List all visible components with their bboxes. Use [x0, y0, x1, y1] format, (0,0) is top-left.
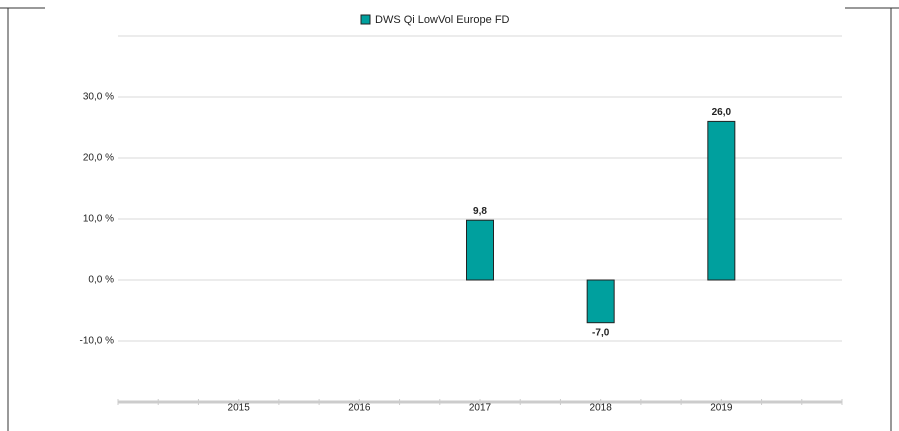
legend-swatch: [360, 14, 371, 25]
data-label: -7,0: [592, 327, 610, 338]
y-tick-label: 20,0 %: [83, 153, 114, 164]
legend-label: DWS Qi LowVol Europe FD: [375, 14, 510, 26]
x-tick-label: 2015: [228, 403, 251, 414]
bar: [586, 279, 615, 324]
x-tick-label: 2017: [469, 403, 492, 414]
data-label: 26,0: [712, 107, 732, 118]
y-tick-label: 30,0 %: [83, 92, 114, 103]
bar: [707, 120, 736, 281]
data-label: 9,8: [473, 206, 487, 217]
x-tick-label: 2018: [590, 403, 613, 414]
y-tick-label: -10,0 %: [80, 336, 115, 347]
x-tick-label: 2019: [710, 403, 733, 414]
bar: [466, 219, 494, 281]
y-tick-label: 0,0 %: [88, 275, 114, 286]
y-tick-label: 10,0 %: [83, 214, 114, 225]
x-tick-label: 2016: [348, 403, 371, 414]
